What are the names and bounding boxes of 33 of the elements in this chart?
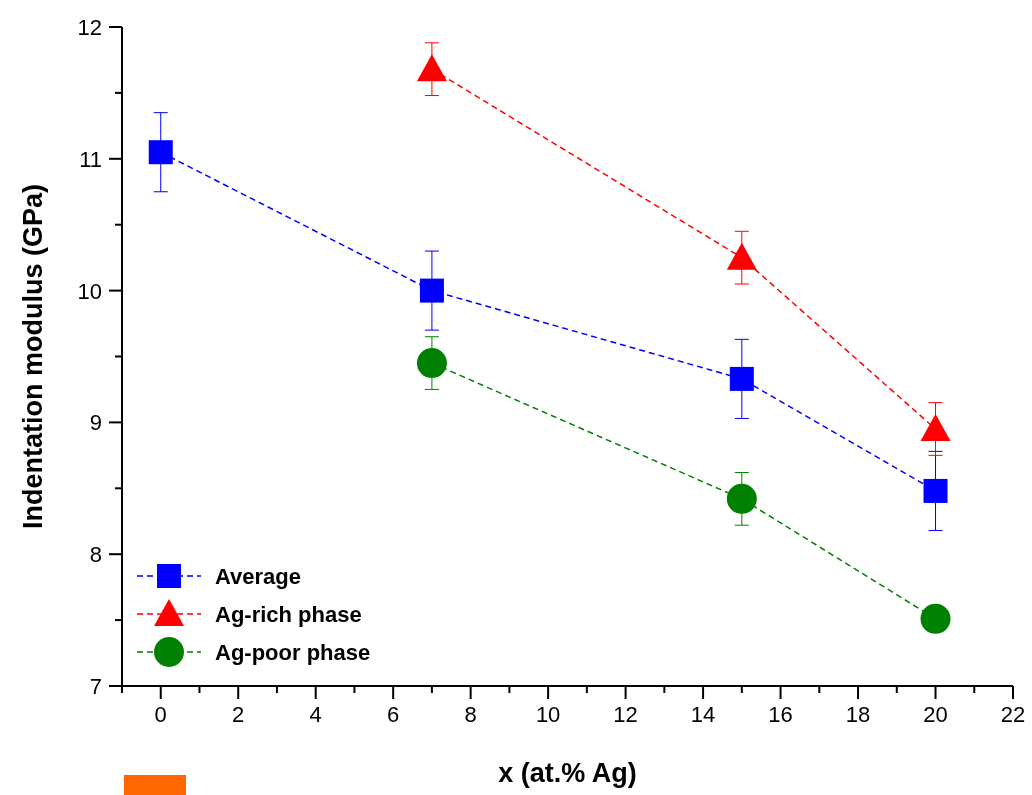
point xyxy=(726,483,757,514)
point xyxy=(416,54,447,82)
y-tick-label: 12 xyxy=(77,15,102,40)
x-tick-label: 8 xyxy=(464,702,477,727)
point xyxy=(416,348,447,379)
y-tick-label: 10 xyxy=(77,278,102,304)
x-tick-label: 6 xyxy=(387,702,400,727)
point xyxy=(920,413,951,441)
x-tick-label: 16 xyxy=(768,702,793,727)
point xyxy=(726,242,757,270)
point xyxy=(148,140,173,165)
y-axis-title: Indentation modulus (GPa) xyxy=(18,184,48,529)
y-tick-label: 9 xyxy=(89,410,102,436)
x-tick-label: 2 xyxy=(232,702,245,727)
x-tick-label: 14 xyxy=(690,702,716,727)
point xyxy=(920,603,951,634)
x-tick-label: 12 xyxy=(613,702,638,727)
x-axis-title: x (at.% Ag) xyxy=(498,758,637,788)
x-tick-label: 22 xyxy=(1000,702,1026,727)
y-tick-label: 8 xyxy=(89,542,102,568)
x-tick-label: 10 xyxy=(535,702,561,727)
point xyxy=(419,278,444,303)
y-tick-label: 7 xyxy=(89,674,102,699)
legend-label: Average xyxy=(215,564,302,589)
x-tick-label: 0 xyxy=(154,702,167,727)
x-tick-label: 20 xyxy=(923,702,948,727)
y-tick-label: 11 xyxy=(79,146,102,172)
legend-label: Ag-rich phase xyxy=(215,602,362,627)
x-tick-label: 18 xyxy=(845,702,871,727)
legend-label: Ag-poor phase xyxy=(215,640,371,665)
x-tick-label: 4 xyxy=(309,702,322,727)
point xyxy=(729,366,754,391)
point xyxy=(923,478,948,503)
